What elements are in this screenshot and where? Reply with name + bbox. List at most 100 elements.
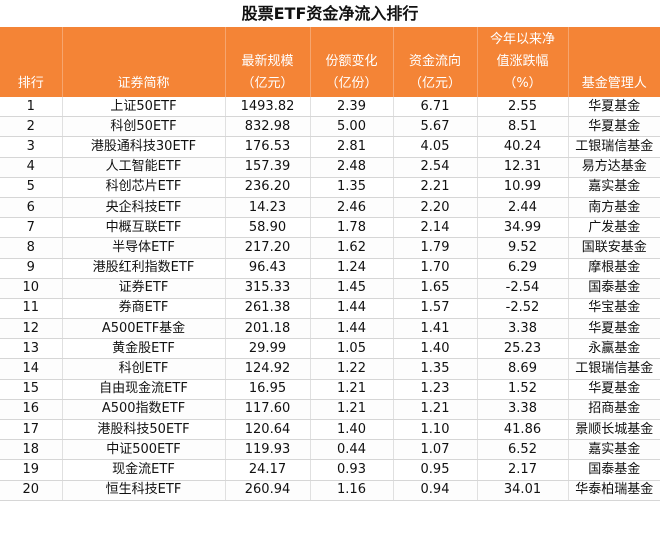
cell-flow: 1.35 xyxy=(392,358,477,380)
cell-name: 港股红利指数ETF xyxy=(61,258,225,279)
cell-flow: 2.21 xyxy=(392,177,477,198)
cell-share: 1.24 xyxy=(309,258,393,279)
table-row: 9 港股红利指数ETF 96.43 1.24 1.70 6.29 摩根基金 xyxy=(0,258,660,279)
cell-manager: 广发基金 xyxy=(567,217,660,239)
table-row: 14 科创ETF 124.92 1.22 1.35 8.69 工银瑞信基金 xyxy=(0,358,660,380)
cell-ytd: 8.69 xyxy=(476,358,568,380)
cell-manager: 华夏基金 xyxy=(567,379,660,400)
table-title: 股票ETF资金净流入排行 xyxy=(241,4,419,23)
cell-manager: 永赢基金 xyxy=(567,338,660,360)
cell-ytd: 2.17 xyxy=(476,459,568,481)
table-row: 17 港股科技50ETF 120.64 1.40 1.10 41.86 景顺长城基金 xyxy=(0,419,660,441)
cell-size: 261.38 xyxy=(224,298,310,320)
cell-name: 半导体ETF xyxy=(61,237,225,259)
cell-size: 260.94 xyxy=(224,480,310,501)
cell-name: 恒生科技ETF xyxy=(61,480,225,501)
cell-share: 2.48 xyxy=(309,157,393,178)
cell-size: 120.64 xyxy=(224,419,310,441)
cell-size: 1493.82 xyxy=(224,97,310,118)
cell-share: 2.39 xyxy=(309,97,393,118)
etf-ranking-table: 排行 证券简称 最新规模 （亿元） 份额变化 （亿份） 资金流向 （亿元） 今年… xyxy=(0,27,660,501)
cell-flow: 1.70 xyxy=(392,258,477,279)
cell-rank: 7 xyxy=(0,217,62,239)
cell-flow: 1.65 xyxy=(392,278,477,299)
cell-share: 0.44 xyxy=(309,439,393,461)
cell-name: 港股科技50ETF xyxy=(61,419,225,441)
table-body: 1 上证50ETF 1493.82 2.39 6.71 2.55 华夏基金 2 科创50ETF 8… xyxy=(0,97,660,501)
cell-size: 217.20 xyxy=(224,237,310,259)
cell-share: 1.62 xyxy=(309,237,393,259)
cell-rank: 16 xyxy=(0,399,62,421)
cell-name: 中证500ETF xyxy=(61,439,225,461)
table-row: 12 A500ETF基金 201.18 1.44 1.41 3.38 华夏基金 xyxy=(0,318,660,340)
cell-size: 29.99 xyxy=(224,338,310,360)
cell-ytd: 12.31 xyxy=(476,157,568,178)
cell-share: 5.00 xyxy=(309,116,393,138)
cell-rank: 8 xyxy=(0,237,62,259)
cell-rank: 20 xyxy=(0,480,62,501)
table-row: 19 现金流ETF 24.17 0.93 0.95 2.17 国泰基金 xyxy=(0,459,660,481)
cell-manager: 嘉实基金 xyxy=(567,177,660,198)
cell-flow: 5.67 xyxy=(392,116,477,138)
cell-ytd: 34.99 xyxy=(476,217,568,239)
cell-manager: 国泰基金 xyxy=(567,459,660,481)
cell-name: 证券ETF xyxy=(61,278,225,299)
cell-ytd: 2.44 xyxy=(476,197,568,219)
cell-rank: 18 xyxy=(0,439,62,461)
cell-size: 24.17 xyxy=(224,459,310,481)
cell-flow: 1.07 xyxy=(392,439,477,461)
header-row: 排行 证券简称 最新规模 （亿元） 份额变化 （亿份） 资金流向 （亿元） 今年… xyxy=(0,27,660,97)
cell-name: 人工智能ETF xyxy=(61,157,225,178)
cell-share: 1.45 xyxy=(309,278,393,299)
cell-rank: 11 xyxy=(0,298,62,320)
cell-rank: 10 xyxy=(0,278,62,299)
cell-manager: 国泰基金 xyxy=(567,278,660,299)
cell-ytd: 6.52 xyxy=(476,439,568,461)
cell-share: 2.81 xyxy=(309,136,393,158)
table-row: 7 中概互联ETF 58.90 1.78 2.14 34.99 广发基金 xyxy=(0,217,660,239)
header-manager: 基金管理人 xyxy=(567,27,660,97)
cell-share: 1.22 xyxy=(309,358,393,380)
cell-ytd: 6.29 xyxy=(476,258,568,279)
cell-share: 1.78 xyxy=(309,217,393,239)
cell-rank: 12 xyxy=(0,318,62,340)
table-row: 20 恒生科技ETF 260.94 1.16 0.94 34.01 华泰柏瑞基金 xyxy=(0,480,660,501)
table-row: 10 证券ETF 315.33 1.45 1.65 -2.54 国泰基金 xyxy=(0,278,660,299)
cell-manager: 华夏基金 xyxy=(567,318,660,340)
table-row: 6 央企科技ETF 14.23 2.46 2.20 2.44 南方基金 xyxy=(0,197,660,219)
cell-flow: 1.41 xyxy=(392,318,477,340)
cell-name: A500指数ETF xyxy=(61,399,225,421)
cell-size: 16.95 xyxy=(224,379,310,400)
cell-share: 1.21 xyxy=(309,379,393,400)
cell-share: 1.05 xyxy=(309,338,393,360)
cell-name: 券商ETF xyxy=(61,298,225,320)
table-row: 18 中证500ETF 119.93 0.44 1.07 6.52 嘉实基金 xyxy=(0,439,660,461)
cell-manager: 华夏基金 xyxy=(567,97,660,118)
cell-name: 自由现金流ETF xyxy=(61,379,225,400)
cell-flow: 2.14 xyxy=(392,217,477,239)
cell-rank: 6 xyxy=(0,197,62,219)
cell-share: 1.44 xyxy=(309,318,393,340)
cell-name: 科创50ETF xyxy=(61,116,225,138)
cell-name: 科创芯片ETF xyxy=(61,177,225,198)
cell-manager: 华泰柏瑞基金 xyxy=(567,480,660,501)
cell-manager: 国联安基金 xyxy=(567,237,660,259)
table-row: 3 港股通科技30ETF 176.53 2.81 4.05 40.24 工银瑞信基金 xyxy=(0,136,660,158)
cell-ytd: 9.52 xyxy=(476,237,568,259)
cell-size: 157.39 xyxy=(224,157,310,178)
table-row: 4 人工智能ETF 157.39 2.48 2.54 12.31 易方达基金 xyxy=(0,157,660,178)
cell-share: 1.40 xyxy=(309,419,393,441)
cell-manager: 南方基金 xyxy=(567,197,660,219)
cell-size: 315.33 xyxy=(224,278,310,299)
cell-ytd: -2.54 xyxy=(476,278,568,299)
cell-name: 上证50ETF xyxy=(61,97,225,118)
cell-name: 央企科技ETF xyxy=(61,197,225,219)
cell-ytd: 40.24 xyxy=(476,136,568,158)
cell-ytd: -2.52 xyxy=(476,298,568,320)
cell-rank: 17 xyxy=(0,419,62,441)
cell-manager: 招商基金 xyxy=(567,399,660,421)
cell-ytd: 25.23 xyxy=(476,338,568,360)
cell-rank: 2 xyxy=(0,116,62,138)
table-row: 11 券商ETF 261.38 1.44 1.57 -2.52 华宝基金 xyxy=(0,298,660,320)
cell-ytd: 41.86 xyxy=(476,419,568,441)
